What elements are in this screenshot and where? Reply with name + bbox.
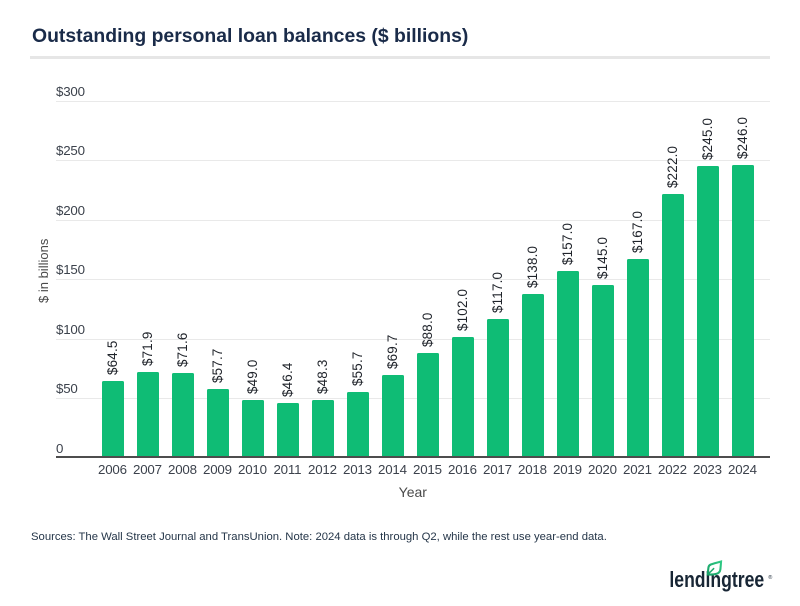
svg-text:®: ®	[768, 574, 772, 581]
svg-text:lendingtree: lendingtree	[669, 568, 764, 592]
